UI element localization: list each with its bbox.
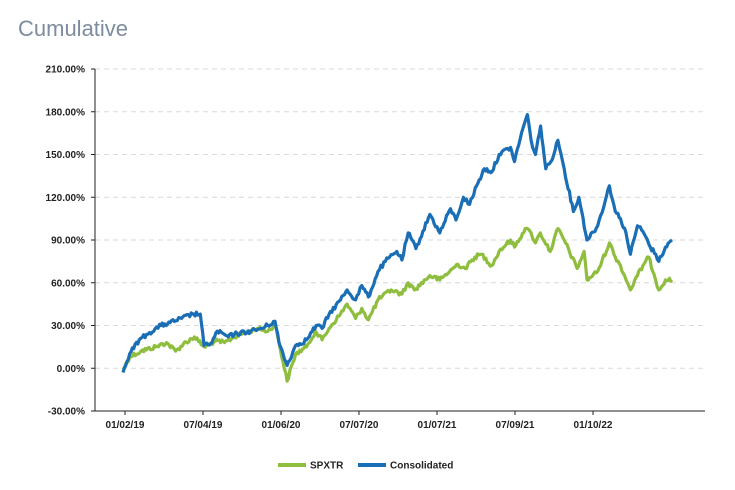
y-tick-label: 0.00% [57, 364, 85, 375]
y-tick-label: 30.00% [51, 321, 85, 332]
x-tick-label: 07/04/19 [184, 420, 223, 431]
x-tick-label: 07/07/20 [340, 420, 379, 431]
series-line-consolidated [121, 113, 673, 373]
y-tick-label: 210.00% [46, 65, 86, 76]
legend: SPXTR Consolidated [278, 461, 453, 472]
x-tick-label: 01/02/19 [106, 420, 145, 431]
grid-lines [95, 68, 705, 369]
x-tick-labels: 01/02/19 07/04/19 01/06/20 07/07/20 01/07/21… [106, 420, 613, 431]
y-tick-label: 150.00% [46, 150, 86, 161]
y-tick-label: -30.00% [48, 407, 85, 418]
y-tick-label: 120.00% [46, 193, 86, 204]
legend-label-spxtr: SPXTR [310, 461, 344, 472]
series-lines [121, 113, 674, 383]
page-title: Cumulative [18, 16, 129, 41]
legend-label-consolidated: Consolidated [390, 461, 453, 472]
axes [91, 68, 705, 415]
y-tick-labels: 210.00% 180.00% 150.00% 120.00% 90.00% 60.00%… [46, 65, 86, 418]
x-tick-label: 01/07/21 [418, 420, 457, 431]
x-tick-label: 01/06/20 [262, 420, 301, 431]
y-tick-label: 60.00% [51, 278, 85, 289]
x-tick-label: 01/10/22 [574, 420, 613, 431]
x-tick-label: 07/09/21 [496, 420, 535, 431]
y-tick-label: 180.00% [46, 107, 86, 118]
y-tick-label: 90.00% [51, 236, 85, 247]
